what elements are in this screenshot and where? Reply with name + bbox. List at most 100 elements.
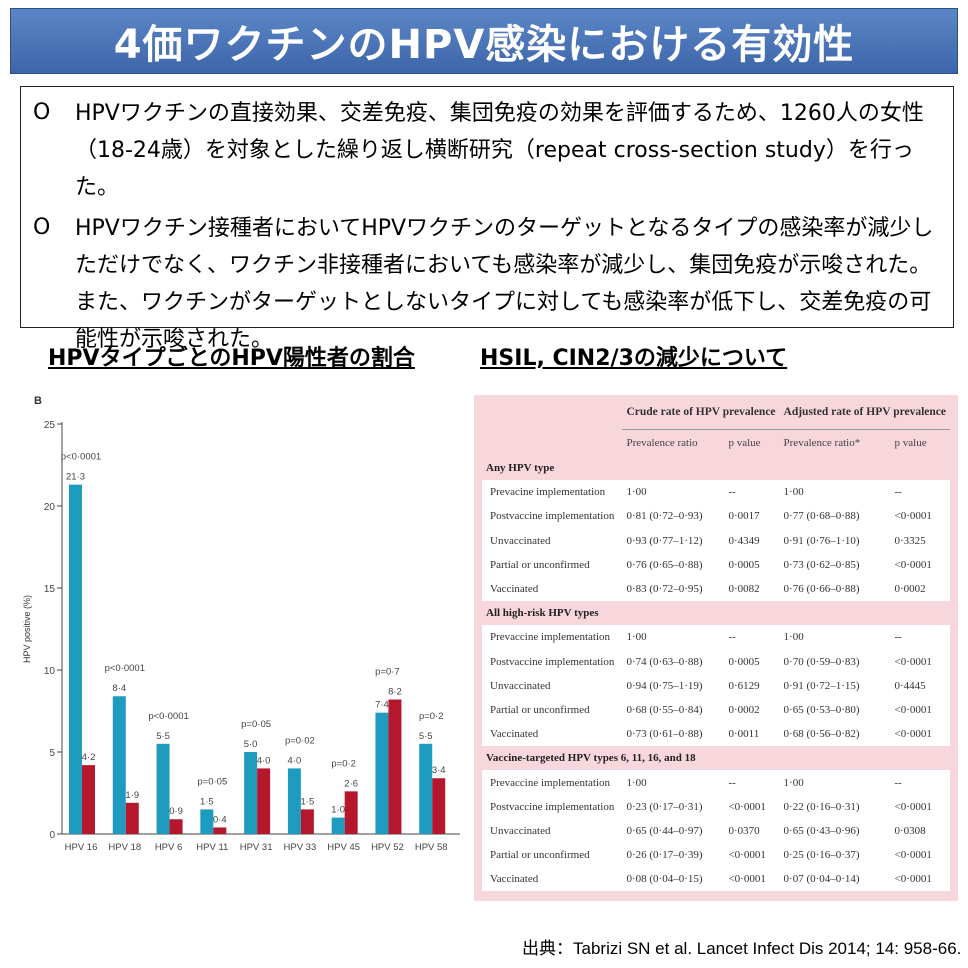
bar-value-label: 8·2 bbox=[388, 687, 402, 698]
table-cell: <0·0001 bbox=[890, 867, 950, 892]
comparison-bar bbox=[213, 827, 227, 834]
table-cell: 0·0011 bbox=[724, 722, 780, 747]
table-cell: 0·4349 bbox=[724, 528, 780, 553]
x-tick-label: HPV 6 bbox=[155, 842, 182, 853]
table-cell: 0·08 (0·04–0·15) bbox=[622, 867, 725, 892]
table-cell: 0·77 (0·68–0·88) bbox=[779, 504, 891, 529]
table-cell: Postvaccine implementation bbox=[482, 649, 623, 674]
y-tick-label: 15 bbox=[44, 584, 56, 595]
p-value-label: p=0·02 bbox=[285, 735, 315, 746]
table-row: Partial or unconfirmed 0·26 (0·17–0·39) <0… bbox=[482, 843, 950, 868]
table-cell: Unvaccinated bbox=[482, 528, 623, 553]
y-axis-label: HPV positive (%) bbox=[22, 595, 32, 663]
bullet-text: HPVワクチンの直接効果、交差免疫、集団免疫の効果を評価するため、1260人の女… bbox=[75, 101, 924, 200]
table-cell: <0·0001 bbox=[890, 722, 950, 747]
table-cell: 0·70 (0·59–0·83) bbox=[779, 649, 891, 674]
bar-value-label: 1·5 bbox=[301, 796, 315, 807]
bar-value-label: 4·0 bbox=[257, 755, 271, 766]
bar-value-label: 1·0 bbox=[331, 805, 345, 816]
table-cell: <0·0001 bbox=[724, 843, 780, 868]
table-cell: <0·0001 bbox=[724, 794, 780, 819]
table-cell: <0·0001 bbox=[890, 649, 950, 674]
x-tick-label: HPV 33 bbox=[284, 842, 317, 853]
table-row: Vaccinated 0·08 (0·04–0·15) <0·0001 0·07 (0… bbox=[482, 867, 950, 892]
vaccine-era-bar bbox=[200, 809, 214, 834]
table-section-title: HSIL, CIN2/3の減少について bbox=[480, 346, 788, 371]
comparison-bar bbox=[125, 802, 139, 834]
x-tick-label: HPV 18 bbox=[108, 842, 141, 853]
bar-value-label: 1·9 bbox=[125, 790, 139, 801]
prevalence-table-panel: Crude rate of HPV prevalence Adjusted ra… bbox=[474, 395, 958, 901]
panel-label: B bbox=[34, 395, 42, 407]
table-cell: 0·91 (0·72–1·15) bbox=[779, 673, 891, 698]
col-header: p value bbox=[894, 437, 927, 449]
table-row: Postvaccine implementation 0·81 (0·72–0·9… bbox=[482, 504, 950, 529]
col-header: Prevalence ratio bbox=[626, 437, 698, 449]
prevalence-table: Crude rate of HPV prevalence Adjusted ra… bbox=[482, 395, 950, 892]
table-cell: 0·0005 bbox=[724, 552, 780, 577]
bar-value-label: 0·4 bbox=[213, 814, 227, 825]
x-tick-label: HPV 52 bbox=[371, 842, 404, 853]
comparison-bar bbox=[344, 791, 358, 834]
table-cell: 0·22 (0·16–0·31) bbox=[779, 794, 891, 819]
bar-value-label: 2·6 bbox=[344, 778, 358, 789]
table-cell: 0·73 (0·61–0·88) bbox=[622, 722, 725, 747]
comparison-bar bbox=[82, 765, 95, 834]
table-cell: 0·0370 bbox=[724, 818, 780, 843]
table-row: Partial or unconfirmed 0·68 (0·55–0·84) 0·… bbox=[482, 697, 950, 723]
vaccine-era-bar bbox=[375, 712, 389, 834]
table-row: Partial or unconfirmed 0·76 (0·65–0·88) 0·… bbox=[482, 552, 950, 577]
source-citation: 出典：Tabrizi SN et al. Lancet Infect Dis 2… bbox=[522, 939, 962, 958]
table-cell: Unvaccinated bbox=[482, 673, 623, 698]
adjusted-rate-header: Adjusted rate of HPV prevalence bbox=[779, 395, 950, 430]
table-section-row: All high-risk HPV types bbox=[482, 601, 950, 626]
table-cell: 1·00 bbox=[779, 480, 891, 505]
x-tick-label: HPV 45 bbox=[327, 842, 360, 853]
p-value-label: p<0·0001 bbox=[105, 663, 145, 674]
p-value-label: p<0·0001 bbox=[148, 711, 188, 722]
vaccine-era-bar bbox=[112, 696, 126, 834]
table-body: Any HPV type Prevacine implementation 1·00… bbox=[482, 456, 950, 892]
bullet-item: O HPVワクチン接種者においてHPVワクチンのターゲットとなるタイプの感染率が… bbox=[33, 210, 939, 358]
table-cell: Prevaccine implementation bbox=[482, 625, 623, 650]
bullet-mark: O bbox=[33, 100, 51, 125]
table-cell: 0·26 (0·17–0·39) bbox=[622, 843, 725, 868]
y-tick-label: 25 bbox=[44, 420, 56, 431]
table-cell: -- bbox=[890, 625, 950, 650]
table-cell: Postvaccine implementation bbox=[482, 794, 623, 819]
table-cell: 0·0017 bbox=[724, 504, 780, 529]
bar-value-label: 0·9 bbox=[169, 806, 183, 817]
table-cell: 0·0005 bbox=[724, 649, 780, 674]
table-cell: 0·93 (0·77–1·12) bbox=[622, 528, 725, 553]
table-cell: Partial or unconfirmed bbox=[482, 843, 623, 868]
table-row: Unvaccinated 0·93 (0·77–1·12) 0·4349 0·91 (… bbox=[482, 528, 950, 553]
table-cell: 0·83 (0·72–0·95) bbox=[622, 576, 725, 602]
vaccine-era-bar bbox=[156, 743, 170, 834]
p-value-label: p<0·0001 bbox=[61, 452, 101, 463]
table-section-row: Vaccine-targeted HPV types 6, 11, 16, an… bbox=[482, 746, 950, 771]
table-cell: 0·94 (0·75–1·19) bbox=[622, 673, 725, 698]
table-cell: 0·23 (0·17–0·31) bbox=[622, 794, 725, 819]
y-tick-label: 5 bbox=[49, 748, 55, 759]
table-cell: 0·76 (0·65–0·88) bbox=[622, 552, 725, 577]
title-bar: 4価ワクチンのHPV感染における有効性 bbox=[10, 8, 958, 74]
table-cell: <0·0001 bbox=[724, 867, 780, 892]
table-cell: 0·0082 bbox=[724, 576, 780, 602]
table-cell: Prevacine implementation bbox=[482, 480, 623, 505]
table-cell: <0·0001 bbox=[890, 552, 950, 577]
chart-section-title: HPVタイプごとのHPV陽性者の割合 bbox=[48, 346, 415, 371]
vaccine-era-bar bbox=[69, 484, 82, 834]
table-row: Prevacine implementation 1·00 -- 1·00 -- bbox=[482, 480, 950, 505]
table-cell: 0·91 (0·76–1·10) bbox=[779, 528, 891, 553]
table-cell: 0·3325 bbox=[890, 528, 950, 553]
vaccine-era-bar bbox=[287, 768, 301, 834]
table-cell: 0·4445 bbox=[890, 673, 950, 698]
table-cell: 0·0002 bbox=[890, 576, 950, 602]
table-cell: -- bbox=[890, 480, 950, 505]
vaccine-era-bar bbox=[419, 743, 433, 834]
table-row: Postvaccine implementation 0·23 (0·17–0·3… bbox=[482, 794, 950, 819]
y-tick-label: 0 bbox=[49, 830, 55, 841]
x-tick-label: HPV 11 bbox=[196, 842, 228, 853]
table-cell: 0·73 (0·62–0·85) bbox=[779, 552, 891, 577]
table-cell: <0·0001 bbox=[890, 697, 950, 723]
